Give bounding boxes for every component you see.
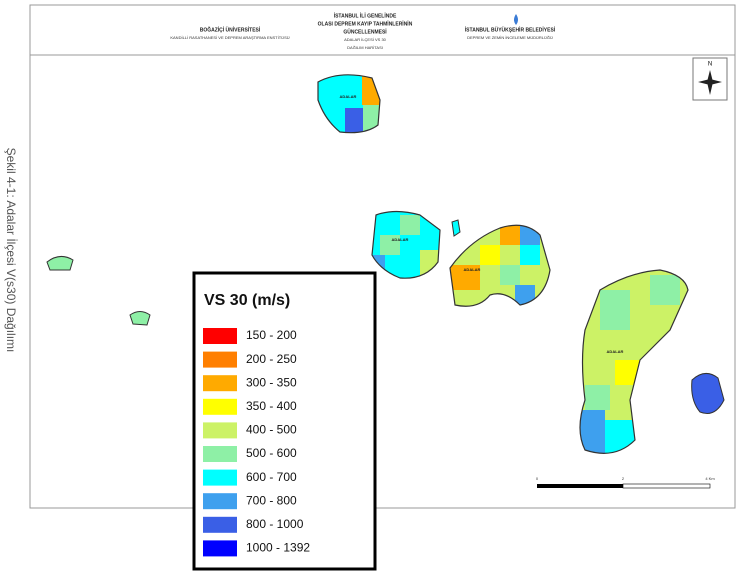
legend-swatch — [203, 398, 237, 415]
legend-label: 150 - 200 — [246, 328, 297, 342]
legend-label: 500 - 600 — [246, 446, 297, 460]
legend-swatch — [203, 422, 237, 439]
header-left-subtitle: KANDİLLİ RASATHANESİ VE DEPREM ARAŞTIRMA… — [170, 35, 289, 40]
island — [580, 270, 688, 454]
header-right-subtitle: DEPREM VE ZEMİN İNCELEME MÜDÜRLÜĞÜ — [467, 35, 553, 40]
legend-label: 200 - 250 — [246, 352, 297, 366]
island-label: ADALAR — [607, 349, 624, 354]
header-center-line: GÜNCELLENMESİ — [343, 28, 387, 35]
scale-label: 0 — [536, 476, 539, 481]
legend-swatch — [203, 328, 237, 344]
islet — [451, 219, 461, 237]
islet — [691, 373, 725, 414]
legend-swatch — [203, 493, 237, 510]
legend-swatch — [203, 351, 237, 368]
legend-swatch — [203, 540, 237, 557]
legend-label: 700 - 800 — [246, 493, 297, 507]
logo — [514, 14, 518, 25]
legend-label: 800 - 1000 — [246, 517, 304, 531]
header-left-title: BOĞAZİÇİ ÜNİVERSİTESİ — [200, 25, 261, 33]
caption: Şekil 4-1: Adalar İlçesi V(s30) Dağılımı — [4, 148, 18, 353]
island-label: ADALAR — [464, 267, 481, 272]
header-center-line: DAĞILIM HARİTASI — [347, 45, 383, 50]
caption-text: Şekil 4-1: Adalar İlçesi V(s30) Dağılımı — [4, 148, 18, 353]
islet — [129, 311, 151, 326]
header-right-title: İSTANBUL BÜYÜKŞEHİR BELEDİYESİ — [465, 26, 556, 33]
legend-label: 300 - 350 — [246, 375, 297, 389]
island-label: ADALAR — [392, 237, 409, 242]
islet — [46, 256, 74, 271]
scale-bar — [537, 484, 623, 488]
island-label: ADALAR — [340, 94, 357, 99]
legend-swatch — [203, 469, 237, 486]
scale-bar — [622, 483, 711, 489]
legend-label: 400 - 500 — [246, 423, 297, 437]
legend-swatch — [203, 375, 237, 392]
island — [318, 74, 380, 133]
header-center-line: ADALAR İLÇESİ VS 30 — [344, 37, 387, 42]
header-center-line: İSTANBUL İLİ GENELİNDE — [334, 12, 397, 19]
map-frame — [29, 4, 736, 509]
north-arrow — [698, 70, 722, 95]
legend-label: 1000 - 1392 — [246, 541, 310, 555]
legend-swatch — [203, 446, 237, 462]
legend-label: 600 - 700 — [246, 470, 297, 484]
scale-label: 2 — [622, 476, 625, 481]
header-center-line: OLASI DEPREM KAYIP TAHMİNLERİNİN — [318, 20, 413, 27]
north-label: N — [708, 62, 712, 68]
legend-box — [192, 271, 377, 571]
island — [372, 211, 440, 279]
legend-swatch — [203, 516, 237, 533]
legend-label: 350 - 400 — [246, 399, 297, 413]
legend-title: VS 30 (m/s) — [204, 292, 290, 309]
scale-label: 4 Km — [705, 476, 715, 481]
